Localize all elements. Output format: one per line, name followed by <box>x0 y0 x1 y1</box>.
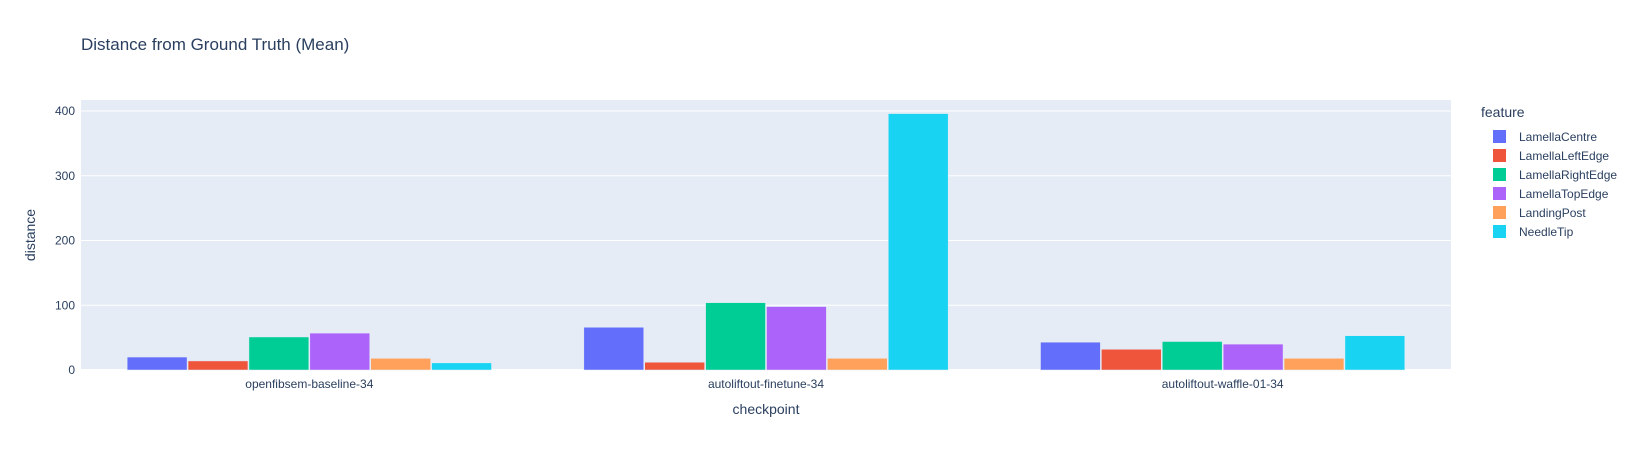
y-tick-label: 100 <box>55 298 75 312</box>
chart-title: Distance from Ground Truth (Mean) <box>81 35 349 54</box>
x-tick-label: openfibsem-baseline-34 <box>245 377 373 391</box>
plot-background <box>81 100 1451 370</box>
legend-label: LamellaCentre <box>1519 130 1597 144</box>
legend-items[interactable]: LamellaCentre LamellaLeftEdge LamellaRight… <box>1493 130 1617 239</box>
x-axis-title: checkpoint <box>733 401 800 417</box>
legend-label: NeedleTip <box>1519 225 1574 239</box>
bar-LandingPost-1[interactable] <box>827 358 888 371</box>
legend-label: LandingPost <box>1519 206 1586 220</box>
y-tick-label: 300 <box>55 169 75 183</box>
bar-LamellaCentre-2[interactable] <box>1040 341 1101 371</box>
x-tick-label: autoliftout-waffle-01-34 <box>1162 377 1284 391</box>
bar-NeedleTip-1[interactable] <box>888 113 949 371</box>
legend-swatch <box>1493 206 1506 219</box>
legend-swatch <box>1493 130 1506 143</box>
bar-LamellaLeftEdge-0[interactable] <box>187 360 249 371</box>
bar-NeedleTip-0[interactable] <box>431 362 492 371</box>
legend-item-LamellaRightEdge[interactable]: LamellaRightEdge <box>1493 168 1617 182</box>
bar-LamellaRightEdge-0[interactable] <box>248 336 310 371</box>
legend-label: LamellaRightEdge <box>1519 168 1617 182</box>
legend-item-LamellaTopEdge[interactable]: LamellaTopEdge <box>1493 187 1609 201</box>
bars <box>126 113 1406 371</box>
bar-LamellaLeftEdge-1[interactable] <box>644 361 705 371</box>
y-tick-label: 200 <box>55 234 75 248</box>
legend-swatch <box>1493 168 1506 181</box>
legend-swatch <box>1493 187 1506 200</box>
y-axis-title: distance <box>22 209 38 261</box>
bar-LamellaCentre-1[interactable] <box>583 327 644 371</box>
y-tick-label: 400 <box>55 104 75 118</box>
y-axis-ticks: 0 100 200 300 400 <box>55 104 75 377</box>
legend[interactable]: feature LamellaCentreLamellaLeftEdgeLame… <box>1481 104 1617 239</box>
x-tick-label: autoliftout-finetune-34 <box>708 377 824 391</box>
legend-title: feature <box>1481 104 1525 120</box>
bar-NeedleTip-2[interactable] <box>1344 335 1406 371</box>
legend-item-NeedleTip[interactable]: NeedleTip <box>1493 225 1574 239</box>
legend-swatch <box>1493 149 1506 162</box>
bar-LamellaRightEdge-1[interactable] <box>705 302 766 371</box>
bar-LandingPost-0[interactable] <box>370 358 431 371</box>
gridlines <box>81 110 1451 371</box>
legend-label: LamellaLeftEdge <box>1519 149 1609 163</box>
legend-item-LamellaLeftEdge[interactable]: LamellaLeftEdge <box>1493 149 1609 163</box>
legend-item-LandingPost[interactable]: LandingPost <box>1493 206 1586 220</box>
bar-LamellaCentre-0[interactable] <box>126 356 188 371</box>
legend-label: LamellaTopEdge <box>1519 187 1609 201</box>
bar-LamellaTopEdge-1[interactable] <box>766 306 827 371</box>
bar-LamellaTopEdge-2[interactable] <box>1222 343 1284 371</box>
bar-LamellaLeftEdge-2[interactable] <box>1101 349 1162 371</box>
x-axis-ticks: openfibsem-baseline-34 autoliftout-finetu… <box>245 377 1284 391</box>
bar-LamellaTopEdge-0[interactable] <box>309 332 370 371</box>
legend-item-LamellaCentre[interactable]: LamellaCentre <box>1493 130 1597 144</box>
legend-swatch <box>1493 225 1506 238</box>
bar-LamellaRightEdge-2[interactable] <box>1162 341 1223 371</box>
bar-LandingPost-2[interactable] <box>1283 358 1345 371</box>
y-tick-label: 0 <box>68 363 75 377</box>
